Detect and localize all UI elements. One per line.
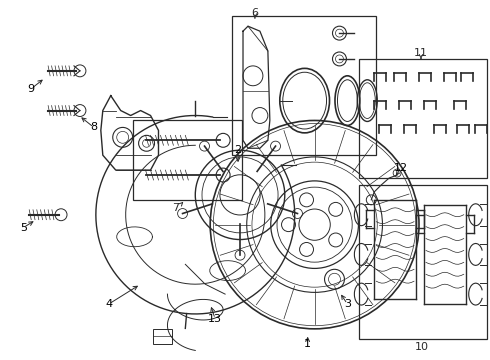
Circle shape <box>299 209 330 240</box>
Text: 8: 8 <box>90 122 98 132</box>
Bar <box>359 59 487 178</box>
Bar <box>359 185 487 339</box>
Polygon shape <box>243 26 270 148</box>
Text: 12: 12 <box>394 163 408 173</box>
Text: 2: 2 <box>235 145 242 155</box>
Text: 6: 6 <box>251 8 258 18</box>
Text: 10: 10 <box>415 342 429 352</box>
Bar <box>152 329 172 344</box>
Text: 4: 4 <box>105 299 112 309</box>
Text: 11: 11 <box>414 48 428 58</box>
Text: 7: 7 <box>172 203 179 213</box>
Text: 13: 13 <box>208 314 222 324</box>
Text: 3: 3 <box>344 299 351 309</box>
Bar <box>232 16 376 155</box>
Bar <box>133 121 242 200</box>
Text: 5: 5 <box>20 222 27 233</box>
Text: 9: 9 <box>27 84 35 94</box>
Text: 1: 1 <box>304 339 311 349</box>
